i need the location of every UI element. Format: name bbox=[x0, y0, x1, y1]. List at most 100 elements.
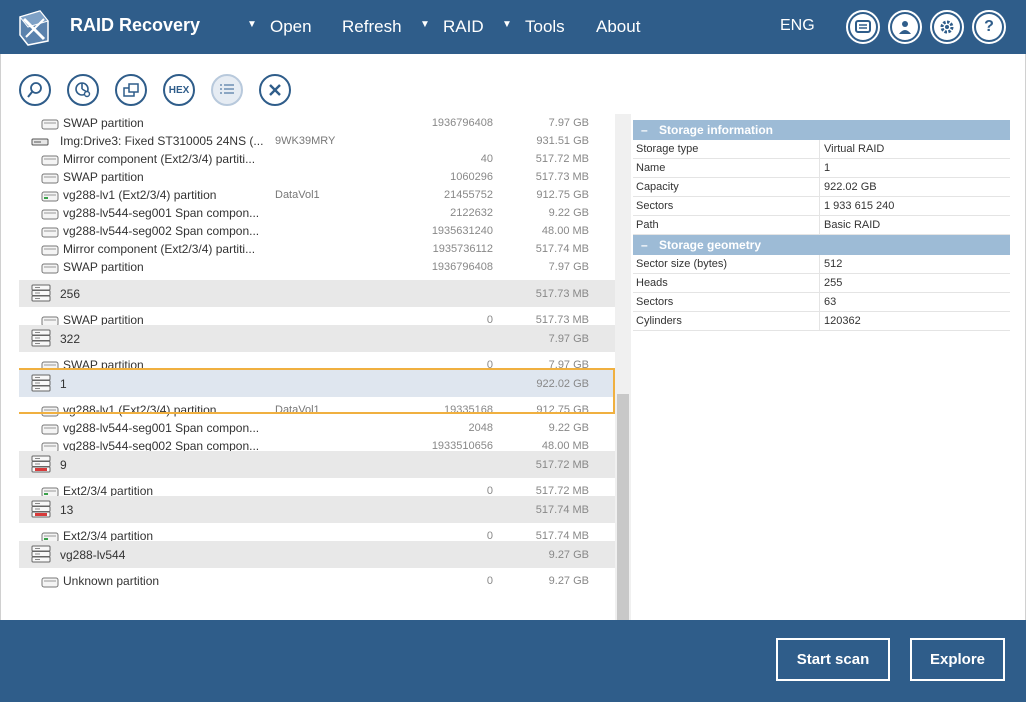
row-size: 517.73 MB bbox=[535, 288, 589, 300]
partition-row[interactable]: SWAP partition 0 517.73 MB bbox=[19, 311, 615, 329]
column-divider bbox=[819, 197, 820, 216]
menu-raid[interactable]: RAID bbox=[443, 17, 484, 36]
create-image-button[interactable] bbox=[115, 74, 147, 106]
property-value: 255 bbox=[824, 277, 843, 289]
storage-tree[interactable]: SWAP partition 1936796408 7.97 GB Img:Drive… bbox=[19, 114, 615, 614]
raid-dropdown-icon[interactable]: ▼ bbox=[420, 19, 430, 30]
row-start-sector: 0 bbox=[486, 485, 493, 497]
property-value: 922.02 GB bbox=[824, 181, 877, 193]
partition-row[interactable]: Mirror component (Ext2/3/4) partiti... 19… bbox=[19, 240, 615, 258]
partition-row[interactable]: vg288-lv1 (Ext2/3/4) partition DataVol1 19… bbox=[19, 401, 615, 419]
hex-button[interactable]: HEX bbox=[163, 74, 195, 106]
column-divider bbox=[819, 293, 820, 312]
row-size: 517.73 MB bbox=[535, 314, 589, 326]
partition-row[interactable]: SWAP partition 1060296 517.73 MB bbox=[19, 168, 615, 186]
property-name: Sector size (bytes) bbox=[636, 258, 728, 270]
row-size: 48.00 MB bbox=[541, 440, 589, 452]
row-size: 517.72 MB bbox=[535, 459, 589, 471]
tree-scrollbar[interactable]: ⌃ ⌄ bbox=[615, 114, 631, 666]
open-dropdown-icon[interactable]: ▼ bbox=[247, 19, 257, 30]
partition-row[interactable]: vg288-lv544-seg002 Span compon... 1935631… bbox=[19, 222, 615, 240]
messages-button[interactable] bbox=[846, 10, 880, 44]
row-label: SWAP partition bbox=[63, 170, 144, 184]
property-name: Cylinders bbox=[636, 315, 682, 327]
raid-group-row[interactable]: 9 517.72 MB bbox=[19, 451, 615, 478]
hard-drive-icon bbox=[31, 138, 49, 146]
row-size: 7.97 GB bbox=[548, 117, 589, 129]
partition-row[interactable]: Ext2/3/4 partition 0 517.74 MB bbox=[19, 527, 615, 545]
menu-refresh[interactable]: Refresh bbox=[342, 17, 402, 36]
find-button[interactable] bbox=[19, 74, 51, 106]
row-label: SWAP partition bbox=[63, 260, 144, 274]
partition-row[interactable]: Unknown partition 0 9.27 GB bbox=[19, 572, 615, 590]
row-label: vg288-lv544-seg001 Span compon... bbox=[63, 206, 260, 220]
raid-group-row[interactable]: vg288-lv544 9.27 GB bbox=[19, 541, 615, 568]
raid-group-row[interactable]: 322 7.97 GB bbox=[19, 325, 615, 352]
row-label: Unknown partition bbox=[63, 574, 160, 588]
scrollbar-thumb[interactable] bbox=[617, 394, 629, 628]
partition-row[interactable]: vg288-lv544-seg002 Span compon... 1933510… bbox=[19, 437, 615, 455]
collapse-icon[interactable]: – bbox=[641, 123, 648, 137]
start-scan-button[interactable]: Start scan bbox=[776, 638, 890, 681]
row-icon bbox=[31, 135, 49, 152]
row-start-sector: 0 bbox=[486, 359, 493, 371]
raid-recovery-logo-icon bbox=[19, 10, 49, 46]
analyze-button[interactable] bbox=[67, 74, 99, 106]
partition-icon bbox=[41, 577, 59, 588]
row-icon bbox=[41, 225, 59, 242]
help-button[interactable]: ? bbox=[972, 10, 1006, 44]
settings-button[interactable] bbox=[930, 10, 964, 44]
row-start-sector: 1936796408 bbox=[431, 117, 493, 129]
menu-tools[interactable]: Tools bbox=[525, 17, 565, 36]
row-start-sector: 1933510656 bbox=[431, 440, 493, 452]
row-size: 517.74 MB bbox=[535, 504, 589, 516]
raid-group-row[interactable]: 1 922.02 GB bbox=[19, 370, 615, 397]
storage-geometry-header[interactable]: – Storage geometry bbox=[633, 235, 1010, 255]
storage-information-header[interactable]: – Storage information bbox=[633, 120, 1010, 140]
language-selector[interactable]: ENG bbox=[780, 17, 815, 34]
row-label: vg288-lv1 (Ext2/3/4) partition bbox=[63, 403, 217, 417]
list-view-button[interactable] bbox=[211, 74, 243, 106]
raid-group-row[interactable]: 13 517.74 MB bbox=[19, 496, 615, 523]
question-icon: ? bbox=[976, 14, 1002, 40]
account-button[interactable] bbox=[888, 10, 922, 44]
property-value: 120362 bbox=[824, 315, 861, 327]
storage-info-row: Path Basic RAID bbox=[633, 216, 1010, 235]
row-start-sector: 0 bbox=[486, 575, 493, 587]
menu-open[interactable]: Open bbox=[270, 17, 312, 36]
property-name: Storage type bbox=[636, 143, 699, 155]
property-value: 63 bbox=[824, 296, 837, 308]
partition-row[interactable]: SWAP partition 1936796408 7.97 GB bbox=[19, 114, 615, 132]
drive-row[interactable]: Img:Drive3: Fixed ST310005 24NS (... 9WK3… bbox=[19, 132, 615, 150]
partition-mounted-icon bbox=[41, 532, 59, 543]
column-divider bbox=[819, 255, 820, 274]
partition-icon bbox=[41, 155, 59, 166]
partition-icon bbox=[41, 119, 59, 130]
partition-row[interactable]: SWAP partition 1936796408 7.97 GB bbox=[19, 258, 615, 276]
partition-row[interactable]: Mirror component (Ext2/3/4) partiti... 40… bbox=[19, 150, 615, 168]
storage-info-row: Sectors 1 933 615 240 bbox=[633, 197, 1010, 216]
close-button[interactable] bbox=[259, 74, 291, 106]
row-label: vg288-lv544-seg002 Span compon... bbox=[63, 439, 260, 453]
row-size: 517.73 MB bbox=[535, 171, 589, 183]
menu-about[interactable]: About bbox=[596, 17, 641, 36]
row-size: 517.74 MB bbox=[535, 243, 589, 255]
partition-icon bbox=[41, 263, 59, 274]
row-size: 931.51 GB bbox=[536, 135, 589, 147]
explore-button[interactable]: Explore bbox=[910, 638, 1005, 681]
close-icon bbox=[269, 84, 281, 96]
row-label: 1 bbox=[60, 377, 67, 391]
partition-row[interactable]: Ext2/3/4 partition 0 517.72 MB bbox=[19, 482, 615, 500]
list-icon bbox=[220, 84, 234, 94]
magnifier-icon bbox=[27, 82, 42, 98]
main-area: HEX SWAP partition 1936796408 7.97 GB Img:D… bbox=[0, 54, 1026, 666]
partition-row[interactable]: vg288-lv544-seg001 Span compon... 2048 9.2… bbox=[19, 419, 615, 437]
partition-row[interactable]: vg288-lv544-seg001 Span compon... 2122632… bbox=[19, 204, 615, 222]
tools-dropdown-icon[interactable]: ▼ bbox=[502, 19, 512, 30]
collapse-icon[interactable]: – bbox=[641, 238, 648, 252]
storage-info-row: Capacity 922.02 GB bbox=[633, 178, 1010, 197]
raid-group-row[interactable]: 256 517.73 MB bbox=[19, 280, 615, 307]
row-start-sector: 0 bbox=[486, 530, 493, 542]
partition-row[interactable]: vg288-lv1 (Ext2/3/4) partition DataVol1 21… bbox=[19, 186, 615, 204]
storage-geometry-row: Sectors 63 bbox=[633, 293, 1010, 312]
